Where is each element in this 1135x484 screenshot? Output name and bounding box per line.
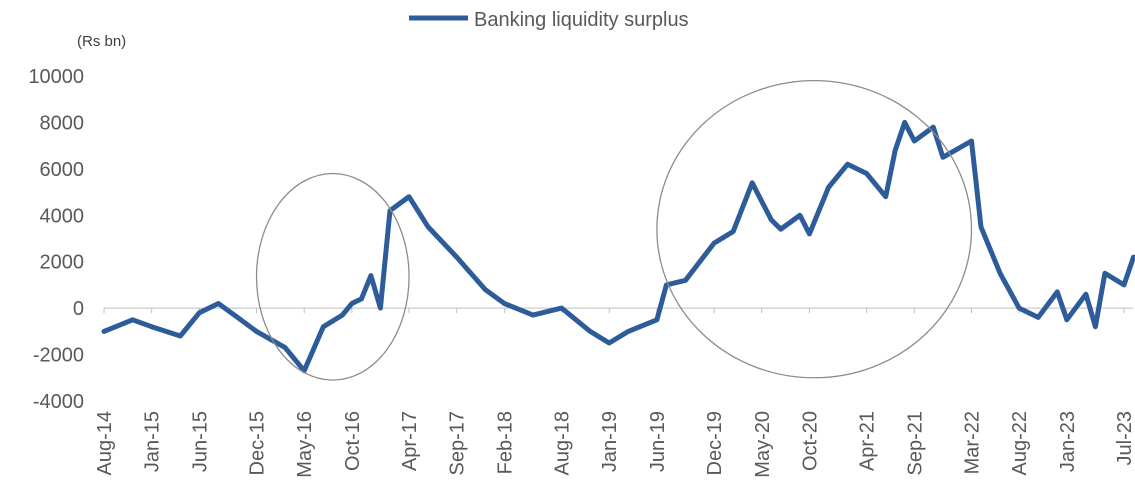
y-tick-label: 0 — [73, 298, 84, 320]
x-tick-label: Jan-19 — [599, 411, 621, 472]
y-tick-label: 8000 — [40, 112, 85, 134]
x-tick-label: Aug-18 — [552, 411, 574, 476]
y-tick-label: 4000 — [40, 205, 85, 227]
legend-label: Banking liquidity surplus — [474, 9, 689, 31]
x-tick-label: May-20 — [752, 411, 774, 478]
x-tick-label: May-16 — [294, 411, 316, 478]
y-axis-ticks: 10000 8000 6000 4000 2000 0 -2000 -4000 — [28, 66, 84, 413]
y-tick-label: 10000 — [28, 66, 84, 88]
y-unit-label: (Rs bn) — [77, 33, 126, 50]
x-tick-label: Oct-16 — [342, 411, 364, 471]
x-tick-label: Jun-19 — [647, 411, 669, 472]
annotation-layer — [255, 79, 973, 381]
x-tick-label: Jan-23 — [1057, 411, 1079, 472]
legend: Banking liquidity surplus — [409, 9, 689, 31]
y-tick-label: -4000 — [33, 391, 84, 413]
x-tick-label: Dec-19 — [704, 411, 726, 475]
x-tick-label: Aug-14 — [94, 411, 116, 476]
x-tick-label: Sep-17 — [447, 411, 469, 476]
annotation-circle-1 — [656, 79, 973, 379]
series-line-0 — [101, 119, 1135, 374]
x-tick-label: Jan-15 — [142, 411, 164, 472]
x-tick-label: Apr-21 — [857, 411, 879, 471]
y-tick-label: -2000 — [33, 345, 84, 367]
annotation-circle-0 — [255, 172, 410, 381]
x-axis-ticks: Aug-14 Jan-15 Jun-15 Dec-15 May-16 Oct-16 Apr-… — [94, 308, 1135, 478]
y-tick-label: 6000 — [40, 159, 85, 181]
x-tick-label: Aug-22 — [1009, 411, 1031, 476]
x-tick-label: Jul-23 — [1114, 411, 1135, 465]
x-tick-label: Mar-22 — [961, 411, 983, 474]
y-tick-label: 2000 — [40, 252, 85, 274]
series-layer — [101, 119, 1135, 374]
x-tick-label: Jun-15 — [189, 411, 211, 472]
x-tick-label: Oct-20 — [799, 411, 821, 471]
x-tick-label: Apr-17 — [399, 411, 421, 471]
x-tick-label: Dec-15 — [247, 411, 269, 475]
x-tick-label: Feb-18 — [494, 411, 516, 474]
x-tick-label: Sep-21 — [904, 411, 926, 476]
